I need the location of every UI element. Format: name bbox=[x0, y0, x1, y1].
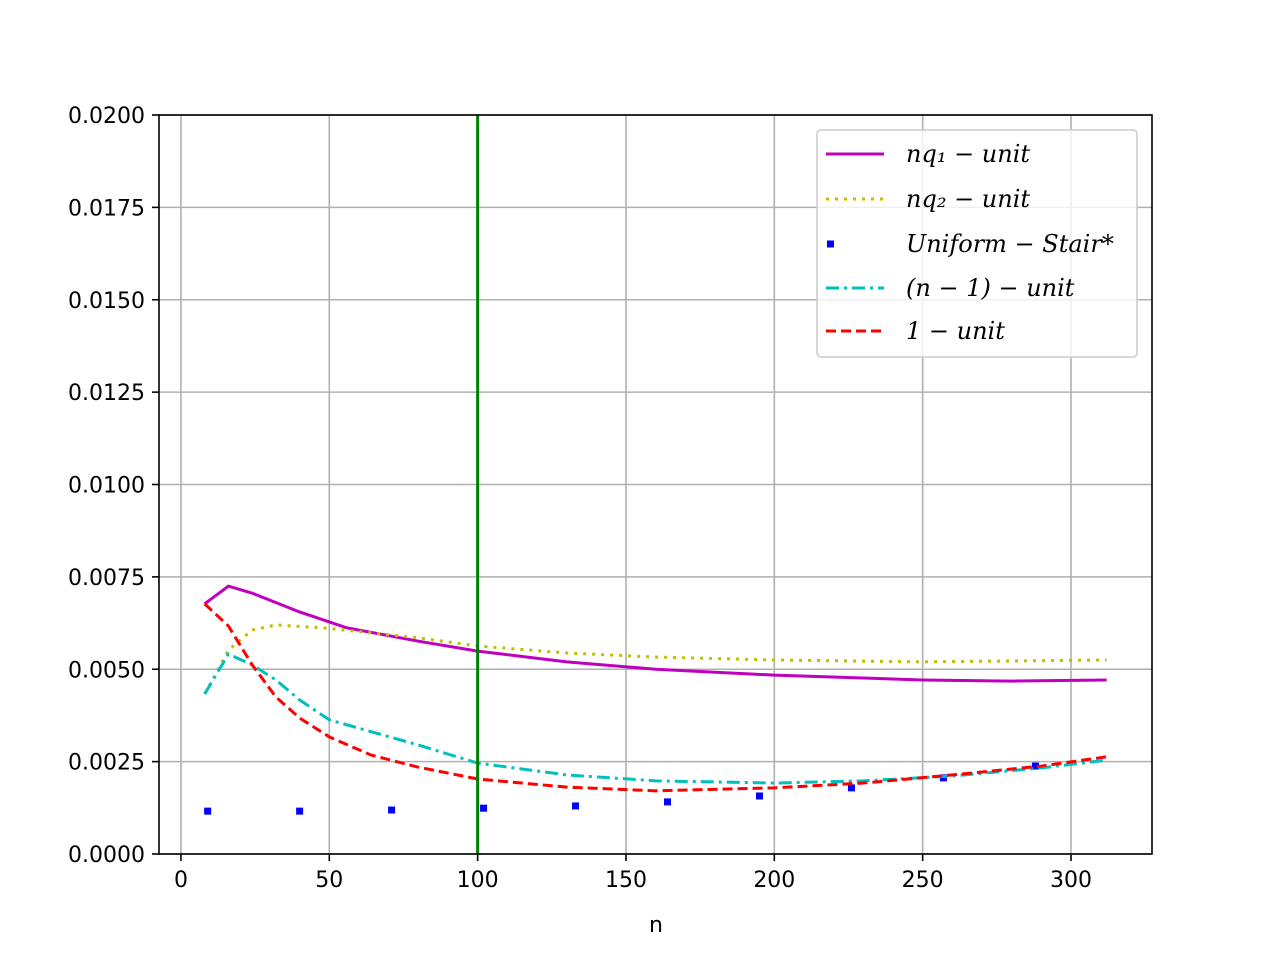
y-tick-label: 0.0050 bbox=[68, 658, 145, 683]
y-tick-label: 0.0150 bbox=[68, 289, 145, 314]
legend-label: nq₁ − unit bbox=[906, 140, 1030, 168]
marker bbox=[847, 784, 855, 792]
x-axis-label: n bbox=[649, 913, 663, 938]
x-tick-label: 50 bbox=[315, 868, 343, 893]
y-tick-label: 0.0025 bbox=[68, 751, 145, 776]
series-line bbox=[203, 652, 1107, 785]
marker bbox=[480, 804, 488, 812]
marker bbox=[572, 802, 580, 810]
legend: nq₁ − unit nq₂ − unit Uniform − Stair* (n −… bbox=[816, 129, 1138, 358]
marker bbox=[296, 807, 304, 815]
y-tick-label: 0.0200 bbox=[68, 104, 145, 129]
marker bbox=[388, 806, 396, 814]
legend-box bbox=[816, 129, 1138, 358]
marker bbox=[204, 807, 212, 815]
series-line bbox=[203, 623, 1107, 695]
y-tick-label: 0.0175 bbox=[68, 196, 145, 221]
x-tick-label: 0 bbox=[174, 868, 188, 893]
y-tick-label: 0.0125 bbox=[68, 381, 145, 406]
y-tick-label: 0.0100 bbox=[68, 474, 145, 499]
marker bbox=[1031, 762, 1039, 770]
x-tick-label: 100 bbox=[457, 868, 499, 893]
x-tick-label: 250 bbox=[902, 868, 944, 893]
series-line bbox=[203, 602, 1107, 793]
legend-label: 1 − unit bbox=[906, 317, 1005, 345]
y-tick-label: 0.0075 bbox=[68, 566, 145, 591]
y-tick-label: 0.0000 bbox=[68, 843, 145, 868]
x-tick-label: 200 bbox=[753, 868, 795, 893]
x-tick-label: 300 bbox=[1050, 868, 1092, 893]
marker bbox=[664, 798, 672, 806]
plot-frame bbox=[158, 114, 1153, 855]
marker bbox=[755, 792, 763, 800]
series-line bbox=[203, 584, 1107, 683]
legend-marker bbox=[827, 240, 834, 248]
x-tick-label: 150 bbox=[605, 868, 647, 893]
legend-label: nq₂ − unit bbox=[906, 185, 1030, 213]
legend-label: Uniform − Stair* bbox=[906, 230, 1114, 258]
legend-label: (n − 1) − unit bbox=[906, 274, 1075, 302]
